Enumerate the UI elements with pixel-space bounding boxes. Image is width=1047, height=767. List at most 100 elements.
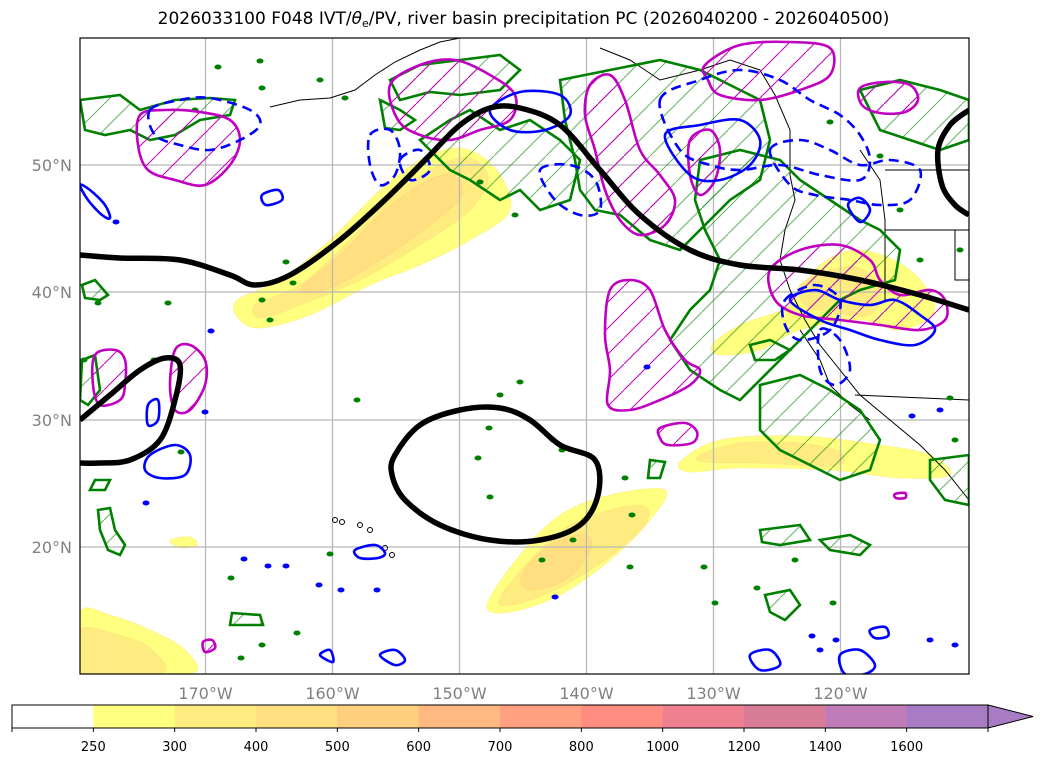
precip-green-dot <box>916 257 924 263</box>
precip-blue-contour <box>143 443 192 480</box>
precip-green-contour <box>87 478 113 492</box>
precip-green-dot <box>316 77 324 83</box>
lat-tick-label: 50°N <box>32 156 72 175</box>
chart-title: 2026033100 F048 IVT/θe/PV, river basin p… <box>0 9 1047 30</box>
precip-green-contour <box>96 506 127 557</box>
precip-blue-dot <box>908 413 916 419</box>
precip-blue-contour <box>260 188 284 207</box>
precip-green-contour <box>228 611 265 627</box>
precip-blue-dot <box>816 647 824 653</box>
precip-blue-dot <box>936 407 944 413</box>
precip-blue-contour <box>352 543 387 561</box>
precip-green-dot <box>80 357 88 363</box>
precip-green-dot <box>538 557 546 563</box>
lon-tick-label: 150°W <box>432 684 487 703</box>
colorbar-segment <box>581 705 664 728</box>
precip-blue-contour <box>837 648 877 674</box>
precip-green-dot <box>164 300 172 306</box>
precip-green-dot <box>496 392 504 398</box>
precip-magenta-hatched-contour <box>856 80 920 116</box>
precip-green-dot <box>951 437 959 443</box>
precip-blue-dashed-contour <box>816 327 852 387</box>
precip-green-dot <box>266 317 274 323</box>
title-theta: θ <box>351 9 362 29</box>
precip-blue-dot <box>373 587 381 593</box>
precip-green-contour <box>763 588 802 622</box>
island <box>367 527 373 533</box>
pv-contour <box>934 107 969 218</box>
magenta-contours <box>91 40 949 654</box>
colorbar-segment <box>174 705 257 728</box>
precip-green-dot <box>214 64 222 70</box>
precip-blue-dot <box>643 364 651 370</box>
colorbar-tick-label: 700 <box>488 740 513 755</box>
precip-green-contour <box>928 453 969 507</box>
precip-blue-dot <box>207 328 215 334</box>
precip-blue-dashed-contour <box>768 138 923 207</box>
colorbar-segment <box>906 705 989 728</box>
precip-blue-contour <box>318 648 335 664</box>
precip-green-dot <box>289 280 297 286</box>
precip-blue-dot <box>112 219 120 225</box>
precip-green-dot <box>626 564 634 570</box>
ivt-region <box>80 627 167 674</box>
colorbar-tick-label: 300 <box>162 740 187 755</box>
precip-green-contour <box>748 338 793 362</box>
precip-blue-dot <box>337 587 345 593</box>
precip-green-dot <box>516 379 524 385</box>
precip-magenta-hatched-contour <box>201 638 217 654</box>
precip-green-dot <box>791 557 799 563</box>
precip-green-contour <box>758 373 882 482</box>
colorbar-segment <box>418 705 501 728</box>
precip-green-dot <box>700 564 708 570</box>
precip-blue-dashed-contour <box>147 96 262 152</box>
precip-green-dot <box>946 395 954 401</box>
precip-green-dot <box>353 397 361 403</box>
island <box>332 517 338 523</box>
colorbar-segment <box>500 705 582 728</box>
precip-blue-dashed-contour <box>398 148 432 182</box>
colorbar-tick-label: 400 <box>244 740 269 755</box>
precip-blue-contour <box>488 89 572 134</box>
precip-green-dot <box>258 642 266 648</box>
lon-tick-label: 130°W <box>686 684 741 703</box>
precip-green-dot <box>177 449 185 455</box>
precip-magenta-hatched-contour <box>701 40 836 102</box>
precip-green-dot <box>282 259 290 265</box>
island <box>389 552 395 558</box>
colorbar-segment <box>337 705 420 728</box>
colorbar-segment <box>12 705 94 728</box>
precip-magenta-hatched-contour <box>583 73 677 237</box>
pv-contour <box>80 355 184 466</box>
precip-blue-dot <box>240 556 248 562</box>
precip-blue-dot <box>282 563 290 569</box>
precip-magenta-hatched-contour <box>656 421 699 447</box>
precip-blue-dashed-contour <box>366 127 402 187</box>
precip-blue-dot <box>264 563 272 569</box>
precip-green-dot <box>258 85 266 91</box>
pv-contour <box>388 404 603 545</box>
colorbar-tick-label: 1400 <box>809 740 842 755</box>
lat-tick-label: 30°N <box>32 411 72 430</box>
precip-green-contour <box>817 533 873 557</box>
colorbar-segment <box>662 705 745 728</box>
precip-magenta-hatched-contour <box>603 278 702 412</box>
precip-green-dot <box>485 425 493 431</box>
precip-blue-contour <box>868 625 890 640</box>
precip-blue-contour <box>145 397 161 428</box>
title-suffix: /PV, river basin precipitation PC (20260… <box>368 9 890 29</box>
precip-green-dot <box>326 551 334 557</box>
title-prefix: 2026033100 F048 IVT/ <box>157 9 352 29</box>
precip-magenta-hatched-contour <box>135 108 242 187</box>
precip-green-dot <box>956 247 964 253</box>
precip-green-dot <box>511 212 519 218</box>
title-theta-sub: e <box>362 17 369 30</box>
colorbar-tick-label: 250 <box>81 740 106 755</box>
precip-green-dot <box>486 494 494 500</box>
colorbar-tick-label: 1600 <box>890 740 923 755</box>
precip-blue-dashed-contour <box>780 283 842 342</box>
precip-blue-contour <box>378 648 407 667</box>
precip-green-dot <box>569 537 577 543</box>
precip-blue-dot <box>808 633 816 639</box>
